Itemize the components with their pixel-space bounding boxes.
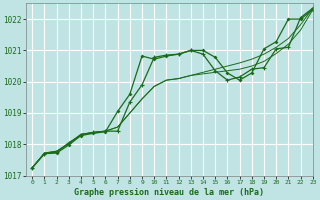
X-axis label: Graphe pression niveau de la mer (hPa): Graphe pression niveau de la mer (hPa) (75, 188, 264, 197)
